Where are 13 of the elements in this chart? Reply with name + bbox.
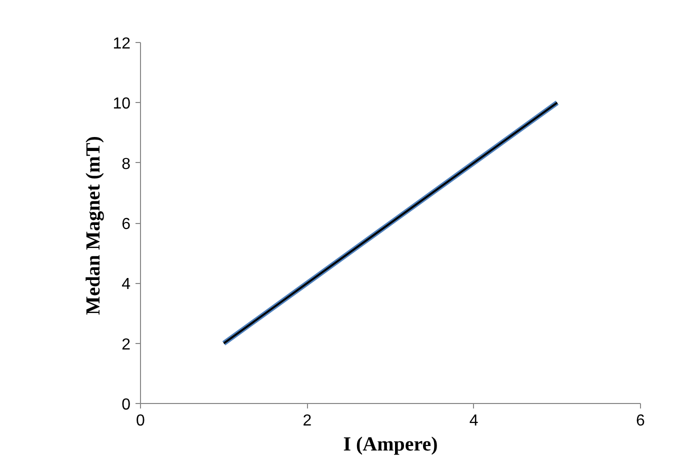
y-tick-label: 12 xyxy=(112,36,131,52)
y-tick-label: 8 xyxy=(122,156,131,173)
y-tick-label: 0 xyxy=(122,396,131,414)
y-tick-label: 6 xyxy=(122,216,131,233)
x-tick-label: 0 xyxy=(136,412,146,430)
x-tick-label: 6 xyxy=(636,412,646,430)
x-tick-label: 4 xyxy=(469,412,478,430)
y-axis-title: Medan Magnet (mT) xyxy=(82,136,105,315)
y-tick-label: 2 xyxy=(122,336,131,354)
x-tick-label: 2 xyxy=(302,412,312,430)
x-axis-title: I (Ampere) xyxy=(343,434,438,456)
y-tick-label: 4 xyxy=(122,276,131,294)
y-tick-label: 10 xyxy=(112,96,131,113)
